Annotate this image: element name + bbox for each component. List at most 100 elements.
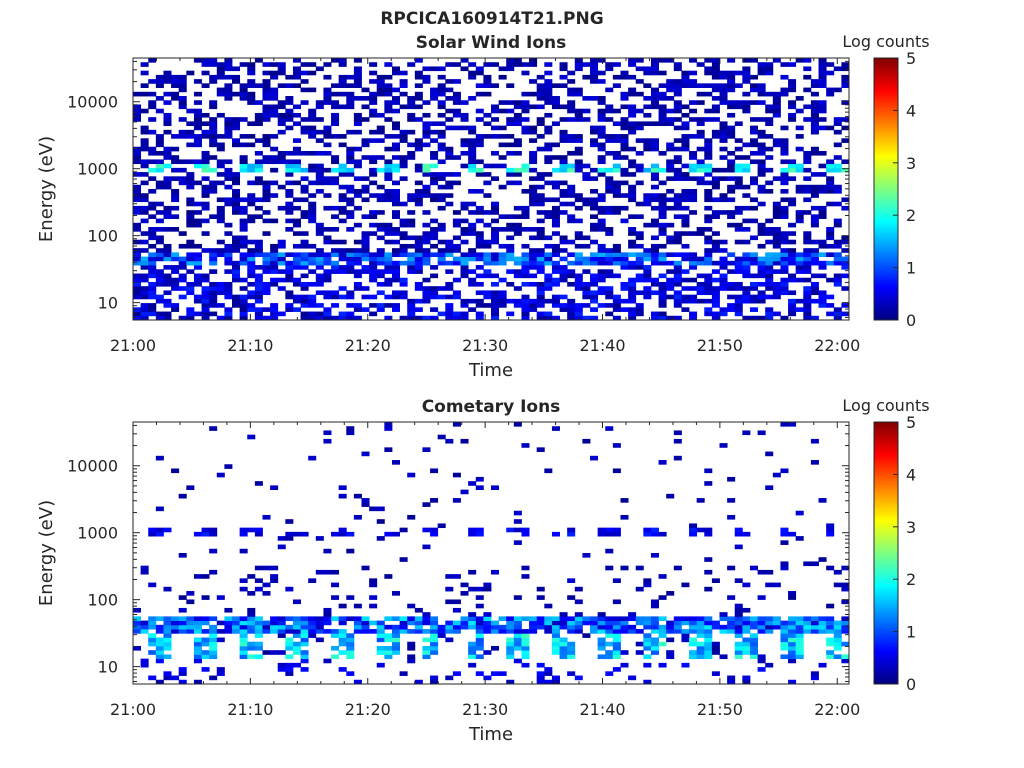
- heatmap-cell: [734, 210, 743, 215]
- heatmap-cell: [376, 167, 385, 173]
- heatmap-cell: [734, 633, 743, 638]
- heatmap-cell: [749, 142, 758, 148]
- heatmap-cell: [826, 650, 835, 655]
- heatmap-cell: [475, 641, 484, 647]
- heatmap-cell: [841, 629, 850, 634]
- heatmap-cell: [338, 620, 347, 626]
- heatmap-cell: [331, 252, 340, 258]
- heatmap-cell: [353, 616, 362, 622]
- heatmap-cell: [369, 210, 378, 215]
- heatmap-cell: [384, 100, 393, 105]
- heatmap-cell: [704, 180, 713, 186]
- heatmap-cell: [346, 96, 355, 101]
- heatmap-cell: [308, 163, 317, 169]
- heatmap-cell: [529, 167, 538, 173]
- heatmap-cell: [148, 227, 157, 232]
- heatmap-cell: [727, 679, 736, 685]
- heatmap-cell: [315, 172, 324, 177]
- heatmap-cell: [399, 243, 408, 249]
- heatmap-cell: [178, 79, 187, 84]
- heatmap-cell: [133, 205, 142, 211]
- heatmap-cell: [193, 574, 202, 579]
- heatmap-cell: [681, 112, 690, 118]
- heatmap-cell: [590, 167, 599, 173]
- heatmap-cell: [133, 315, 142, 321]
- heatmap-cell: [232, 629, 241, 634]
- heatmap-cell: [826, 277, 835, 283]
- heatmap-cell: [193, 654, 202, 660]
- heatmap-cell: [475, 654, 484, 660]
- heatmap-cell: [620, 172, 629, 177]
- heatmap-cell: [643, 248, 652, 253]
- heatmap-cell: [788, 629, 797, 634]
- heatmap-cell: [300, 616, 309, 622]
- heatmap-cell: [704, 650, 713, 655]
- heatmap-cell: [833, 629, 842, 634]
- heatmap-cell: [414, 269, 423, 274]
- heatmap-cell: [475, 633, 484, 638]
- heatmap-cell: [430, 286, 439, 291]
- heatmap-cell: [628, 58, 637, 63]
- heatmap-cell: [666, 650, 675, 655]
- heatmap-cell: [696, 633, 705, 638]
- heatmap-cell: [513, 620, 522, 626]
- heatmap-cell: [475, 531, 484, 537]
- heatmap-cell: [803, 117, 812, 122]
- heatmap-cell: [300, 150, 309, 156]
- heatmap-cell: [582, 633, 591, 638]
- heatmap-cell: [140, 265, 149, 270]
- heatmap-cell: [833, 569, 842, 575]
- heatmap-cell: [742, 142, 751, 148]
- heatmap-cell: [567, 311, 576, 317]
- heatmap-cell: [765, 180, 774, 186]
- heatmap-cell: [331, 315, 340, 321]
- heatmap-cell: [833, 620, 842, 626]
- heatmap-cell: [201, 184, 210, 190]
- heatmap-cell: [673, 269, 682, 274]
- heatmap-cell: [658, 298, 667, 304]
- heatmap-cell: [468, 641, 477, 647]
- heatmap-cell: [658, 222, 667, 228]
- heatmap-cell: [323, 612, 332, 617]
- heatmap-cell: [323, 273, 332, 279]
- heatmap-cell: [140, 239, 149, 245]
- heatmap-cell: [148, 117, 157, 122]
- heatmap-cell: [148, 637, 157, 643]
- heatmap-cell: [666, 87, 675, 93]
- heatmap-cell: [163, 112, 172, 118]
- heatmap-cell: [277, 667, 286, 672]
- heatmap-cell: [224, 172, 233, 177]
- heatmap-cell: [239, 210, 248, 215]
- heatmap-cell: [734, 256, 743, 262]
- heatmap-cell: [681, 620, 690, 626]
- heatmap-cell: [605, 210, 614, 215]
- heatmap-cell: [841, 205, 850, 211]
- heatmap-cell: [788, 201, 797, 207]
- heatmap-cell: [719, 134, 728, 139]
- heatmap-cell: [727, 58, 736, 63]
- heatmap-cell: [308, 218, 317, 224]
- heatmap-cell: [247, 654, 256, 660]
- heatmap-cell: [704, 616, 713, 622]
- heatmap-cell: [437, 83, 446, 88]
- heatmap-cell: [361, 624, 370, 630]
- x-tick-label: 21:40: [579, 336, 625, 355]
- heatmap-cell: [300, 79, 309, 84]
- heatmap-cell: [506, 235, 515, 241]
- heatmap-cell: [193, 273, 202, 279]
- heatmap-cell: [544, 83, 553, 88]
- heatmap-cell: [452, 277, 461, 283]
- heatmap-cell: [803, 303, 812, 308]
- heatmap-cell: [597, 129, 606, 135]
- heatmap-cell: [628, 62, 637, 67]
- heatmap-cell: [407, 96, 416, 101]
- heatmap-cell: [384, 654, 393, 660]
- heatmap-cell: [483, 612, 492, 617]
- heatmap-cell: [407, 265, 416, 270]
- heatmap-cell: [414, 104, 423, 110]
- heatmap-cell: [224, 616, 233, 622]
- heatmap-cell: [612, 273, 621, 279]
- heatmap-cell: [788, 83, 797, 88]
- heatmap-cell: [308, 129, 317, 135]
- heatmap-cell: [399, 159, 408, 165]
